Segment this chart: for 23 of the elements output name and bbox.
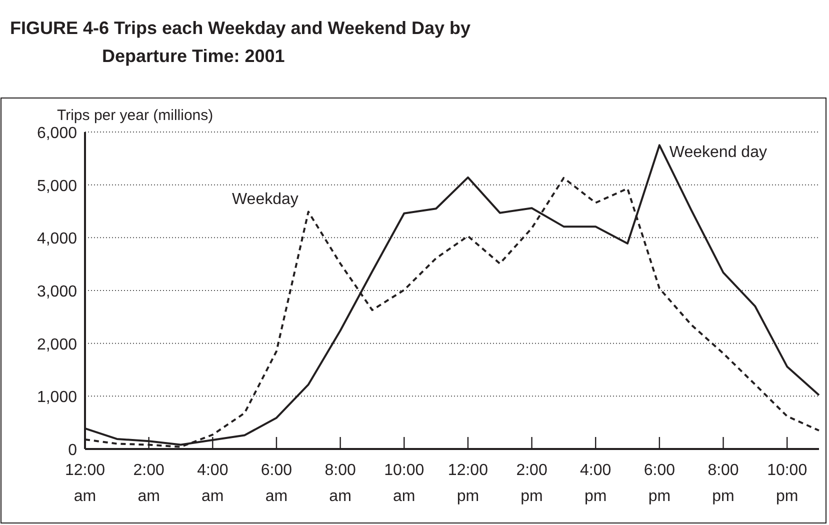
x-tick-label: 12:00 am (64, 462, 106, 505)
x-tick-label: 8:00 pm (708, 462, 739, 505)
x-tick-label: 2:00 am (133, 462, 164, 505)
y-tick-label: 3,000 (36, 284, 78, 300)
y-tick-label: 4,000 (36, 230, 78, 248)
x-tick-label: 2:00 pm (516, 462, 548, 505)
x-tick-label: 4:00 am (197, 462, 228, 505)
series-label: Weekday (232, 190, 298, 208)
y-tick-label: 2,000 (36, 336, 78, 354)
x-tick-label: 10:00 am (384, 462, 424, 505)
series-label: Weekend day (669, 144, 767, 162)
y-tick-label: 5,000 (36, 178, 78, 195)
x-tick-label: 12:00 pm (448, 462, 488, 505)
x-tick-label: 4:00 pm (580, 462, 612, 505)
y-tick-label: 6,000 (36, 125, 78, 142)
y-axis-title: Trips per year (millions) (57, 107, 214, 124)
x-tick-label: 10:00 pm (767, 462, 808, 505)
y-tick-label: 1,000 (36, 389, 78, 406)
x-tick-label: 8:00 am (324, 462, 356, 505)
x-tick-label: 6:00 am (260, 462, 292, 505)
y-tick-label: 0 (68, 442, 78, 459)
chart-title: FIGURE 4-6 Trips each Weekday and Weekend Day by Departure Time: 2001 (10, 18, 471, 66)
x-tick-label: 6:00 pm (644, 462, 676, 505)
